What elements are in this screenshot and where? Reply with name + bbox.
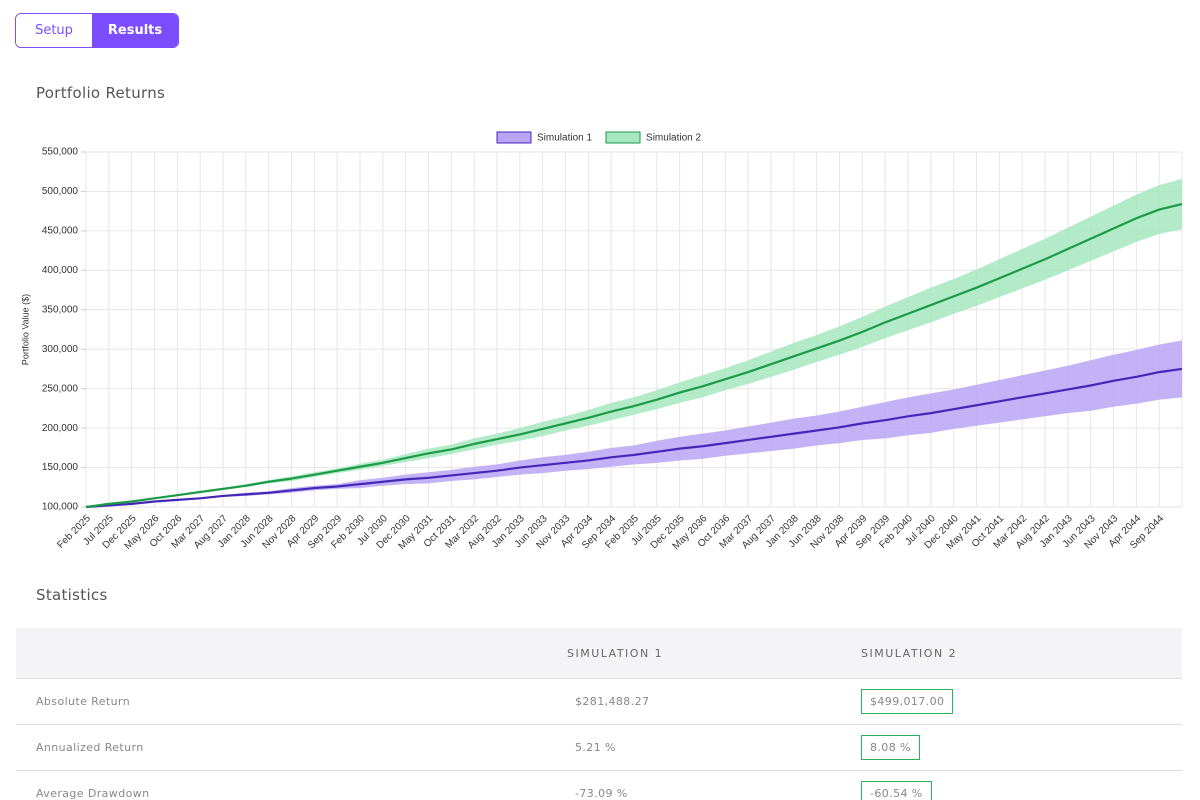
best-value: 8.08 %: [861, 735, 920, 760]
y-tick-label: 450,000: [42, 226, 79, 237]
y-tick-label: 400,000: [42, 265, 79, 276]
stat-cell: Absolute Return: [16, 678, 547, 725]
series-line: [85, 202, 1183, 509]
section-title: Portfolio Returns: [36, 84, 166, 102]
stat-cell: $499,017.00: [860, 678, 1182, 725]
stat-row: Average Drawdown -73.09 % -60.54 %: [16, 770, 1182, 800]
y-tick-label: 200,000: [42, 423, 79, 434]
y-tick-label: 550,000: [42, 147, 79, 158]
best-value: -60.54 %: [861, 781, 932, 800]
legend-label: Simulation 1: [537, 133, 592, 144]
stat-row: Absolute Return $281,488.27 $499,017.00: [16, 678, 1182, 725]
stat-row: Annualized Return 5.21 % 8.08 %: [16, 724, 1182, 771]
confidence-band: [86, 340, 1182, 507]
statistics-table: SIMULATION 1 SIMULATION 2 Absolute Return…: [16, 628, 1182, 800]
y-tick-label: 100,000: [42, 502, 79, 513]
stat-cell: -73.09 %: [547, 770, 860, 800]
y-tick-label: 300,000: [42, 344, 79, 355]
setup-tab[interactable]: Setup: [16, 14, 92, 47]
stat-cell: 5.21 %: [547, 724, 860, 771]
legend-swatch: [605, 131, 641, 144]
header-cell: [16, 628, 547, 679]
y-tick-label: 500,000: [42, 186, 79, 197]
y-tick-label: 150,000: [42, 462, 79, 473]
results-tab[interactable]: Results: [92, 14, 178, 47]
legend: Simulation 1 Simulation 2: [496, 131, 701, 144]
stat-cell: $281,488.27: [547, 678, 860, 725]
y-tick-label: 250,000: [42, 383, 79, 394]
header-cell: SIMULATION 2: [860, 628, 1182, 679]
best-value: $499,017.00: [861, 689, 954, 714]
stat-cell: Average Drawdown: [16, 770, 547, 800]
stat-cell: Annualized Return: [16, 724, 547, 771]
legend-label: Simulation 2: [646, 133, 701, 144]
section-title: Statistics: [36, 586, 108, 604]
y-axis-label: Portfolio Value ($): [20, 294, 30, 365]
series-line: [85, 367, 1183, 509]
tab-bar: Setup Results: [15, 13, 179, 48]
legend-swatch: [496, 131, 532, 144]
chart: 100,000 150,000 200,000 250,000 300,000 350,0…: [20, 131, 1183, 552]
header-cell: SIMULATION 1: [547, 628, 860, 679]
stat-cell: -60.54 %: [860, 770, 1182, 800]
header-row: SIMULATION 1 SIMULATION 2: [16, 628, 1182, 679]
y-tick-label: 350,000: [42, 304, 79, 315]
stat-cell: 8.08 %: [860, 724, 1182, 771]
